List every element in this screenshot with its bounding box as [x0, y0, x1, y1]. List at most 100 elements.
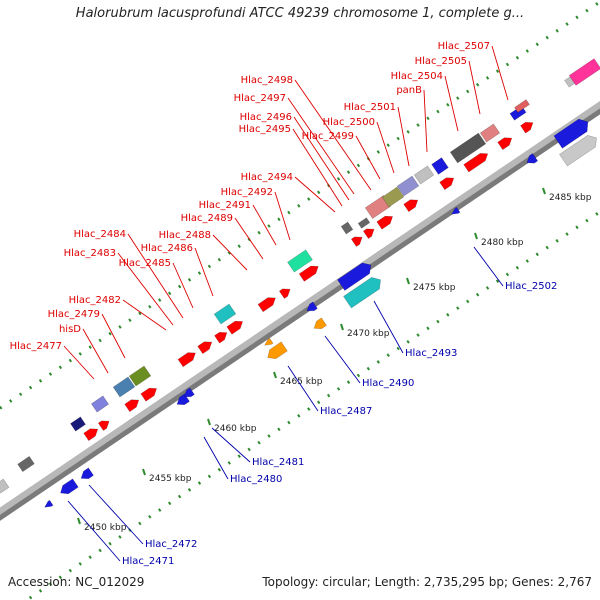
forward-gene-label-leader — [376, 121, 395, 174]
reverse-gene — [526, 153, 539, 164]
forward-gene-shape — [362, 228, 375, 239]
feature-box — [90, 395, 110, 413]
forward-gene-label-leader — [117, 252, 174, 326]
forward-gene — [463, 153, 489, 173]
feature-box — [357, 217, 371, 229]
forward-gene-shape — [520, 121, 534, 134]
tick-label: 2470 kbp — [347, 329, 390, 339]
forward-gene — [214, 331, 228, 344]
upper-tick-track — [0, 0, 600, 411]
reverse-gene-label: Hlac_2487 — [320, 406, 372, 417]
forward-gene — [177, 352, 196, 368]
lower-tick-track — [24, 209, 600, 600]
feature-box — [431, 157, 449, 175]
tick-label: 2450 kbp — [84, 523, 127, 533]
reverse-gene — [60, 478, 79, 495]
forward-gene-label: Hlac_2488 — [159, 230, 211, 241]
reverse-gene — [343, 277, 381, 309]
forward-gene-label-leader — [194, 247, 214, 297]
reverse-gene-shape — [183, 387, 195, 398]
forward-gene-label-leader — [274, 191, 291, 241]
forward-gene-label: Hlac_2505 — [415, 56, 467, 67]
forward-gene-label-leader — [491, 45, 509, 101]
forward-gene-label: Hlac_2501 — [344, 102, 396, 113]
reverse-gene-label-leader — [203, 436, 229, 480]
reverse-gene-label: Hlac_2481 — [252, 457, 304, 468]
feature-box-shape — [287, 249, 313, 273]
feature-box — [287, 249, 313, 273]
reverse-gene-shape — [0, 478, 10, 494]
feature-box-shape — [112, 376, 136, 398]
map-title: Halorubrum lacusprofundi ATCC 49239 chro… — [75, 6, 525, 21]
reverse-gene-shape — [176, 393, 190, 406]
reverse-gene — [176, 393, 190, 406]
forward-gene — [140, 387, 158, 402]
forward-gene-label-leader — [355, 135, 381, 180]
forward-gene — [97, 420, 110, 431]
forward-gene-label: hisD — [59, 324, 81, 335]
forward-gene-label-leader — [101, 313, 126, 359]
feature-box-shape — [514, 99, 530, 113]
feature-box-shape — [340, 221, 354, 235]
tick-mark — [340, 323, 344, 331]
forward-gene-label: Hlac_2482 — [69, 295, 121, 306]
reverse-gene-shape — [553, 118, 589, 149]
forward-gene-label: Hlac_2500 — [323, 117, 375, 128]
forward-gene-label: Hlac_2491 — [199, 200, 251, 211]
forward-gene-shape — [124, 399, 140, 413]
feature-box-shape — [479, 123, 501, 143]
forward-gene-shape — [463, 153, 489, 173]
reverse-gene-shape — [44, 499, 54, 508]
forward-gene-label: Hlac_2496 — [240, 112, 292, 123]
forward-gene-label-leader — [397, 106, 410, 167]
forward-gene-label: Hlac_2485 — [119, 258, 171, 269]
forward-gene-label-leader — [423, 89, 428, 153]
reverse-gene-shape — [80, 467, 94, 480]
forward-gene-label-leader — [127, 233, 184, 319]
tick-mark — [273, 371, 277, 379]
forward-gene — [197, 341, 213, 355]
tick-label: 2460 kbp — [214, 424, 257, 434]
reverse-gene — [44, 499, 54, 508]
reverse-gene-shape — [559, 135, 597, 167]
tick-label: 2455 kbp — [149, 474, 192, 484]
reverse-gene — [553, 118, 589, 149]
forward-gene-label-leader — [294, 176, 336, 213]
tick-label: 2475 kbp — [413, 283, 456, 293]
forward-gene-label-leader — [294, 79, 372, 191]
tick-mark — [207, 418, 211, 426]
reverse-gene-shape — [313, 317, 327, 330]
reverse-gene-shape — [451, 206, 461, 215]
reverse-gene-label-leader — [88, 484, 144, 545]
forward-gene-label-leader — [293, 116, 350, 201]
reverse-gene — [264, 337, 274, 346]
forward-gene-label: Hlac_2486 — [141, 243, 193, 254]
forward-gene-shape — [140, 387, 158, 402]
forward-gene — [362, 228, 375, 239]
feature-box-shape — [70, 416, 86, 432]
reverse-gene-label: Hlac_2471 — [122, 556, 174, 567]
reverse-gene-label-leader — [211, 427, 251, 463]
forward-gene-shape — [177, 352, 196, 368]
forward-gene — [439, 177, 455, 191]
forward-gene-shape — [214, 331, 228, 344]
forward-gene-shape — [403, 199, 419, 213]
forward-gene-label: Hlac_2498 — [241, 75, 293, 86]
forward-gene — [520, 121, 534, 134]
forward-gene — [257, 297, 276, 313]
forward-gene — [497, 137, 513, 151]
reverse-gene-shape — [526, 153, 539, 164]
forward-gene-label-leader — [172, 262, 194, 309]
feature-box-shape — [364, 195, 392, 219]
feature-box-shape — [357, 217, 371, 229]
forward-gene-label-leader — [287, 97, 355, 195]
tick-label: 2480 kbp — [481, 238, 524, 248]
forward-gene-shape — [376, 215, 394, 230]
tick-label: 2465 kbp — [280, 377, 323, 387]
forward-gene-label-leader — [444, 75, 459, 132]
forward-gene-label-leader — [122, 299, 167, 331]
feature-box-shape — [413, 165, 435, 185]
forward-gene-label: Hlac_2494 — [241, 172, 293, 183]
forward-gene-shape — [278, 288, 291, 299]
